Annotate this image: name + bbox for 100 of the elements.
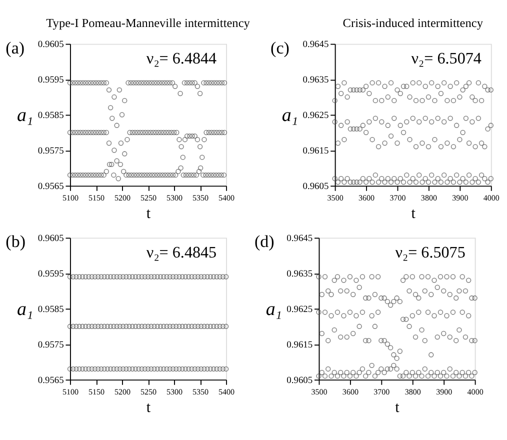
point [153,130,158,136]
point [202,324,207,329]
point [460,274,465,280]
point [438,274,444,280]
point [450,144,456,150]
point [470,119,475,124]
point [104,274,110,280]
point [93,80,99,86]
point [376,80,382,86]
point [210,366,216,372]
point [369,362,374,368]
annotation: ν₂= 6.4844 [146,50,217,68]
point [95,324,101,329]
point [132,366,138,372]
point [360,310,366,315]
point [126,274,132,280]
y-tick-label: 0.9565 [38,182,64,192]
point [187,80,192,86]
point [176,137,182,142]
point [478,140,484,146]
point [92,324,98,329]
point [407,94,412,100]
point [438,180,444,185]
point [167,366,172,372]
point [86,130,91,136]
point [120,274,126,280]
point [444,274,450,280]
point [148,366,154,372]
point [362,373,368,379]
point [384,342,390,347]
point [322,310,328,315]
point [190,133,195,139]
point [472,176,478,182]
point [344,94,350,100]
point [406,324,412,329]
point [98,130,104,136]
point [410,313,416,318]
point [122,98,128,104]
point [142,324,148,329]
point [111,324,116,329]
point [89,366,94,372]
point [167,274,172,280]
point [130,324,136,329]
point [356,370,362,376]
point [457,94,462,100]
point [194,137,200,142]
point [220,366,226,372]
point [438,373,444,379]
point [136,366,142,372]
point [86,80,91,86]
point [388,366,394,372]
point [425,310,431,315]
point [217,324,222,329]
point [119,112,125,118]
point [347,310,353,315]
point [78,130,83,136]
point [370,180,375,185]
point [426,180,432,185]
point [208,274,214,280]
point [104,130,110,136]
point [124,137,130,142]
point [400,130,406,136]
point [410,274,416,280]
point [124,366,129,372]
point [190,80,195,86]
point [485,126,490,132]
point [67,366,73,372]
point [208,366,214,372]
point [422,338,428,344]
point [334,274,340,280]
point [212,80,217,86]
point [124,274,129,280]
x-axis-title: t [146,206,152,222]
point [206,80,212,86]
point [192,80,198,86]
point [170,366,176,372]
point [74,324,79,329]
point [106,140,112,146]
point [476,116,482,121]
point [435,176,440,182]
point [140,130,146,136]
point [392,116,397,121]
point [357,126,362,132]
point [454,370,459,376]
point [354,87,360,93]
point [180,324,185,329]
point [419,274,424,280]
point [83,80,88,86]
point [136,274,142,280]
point [488,122,494,128]
point [89,324,94,329]
point [176,274,182,280]
point [186,274,192,280]
point [412,292,418,298]
point [342,80,347,86]
point [463,180,469,185]
point [425,274,431,280]
point [219,130,225,136]
point [360,366,366,372]
point [438,90,444,96]
